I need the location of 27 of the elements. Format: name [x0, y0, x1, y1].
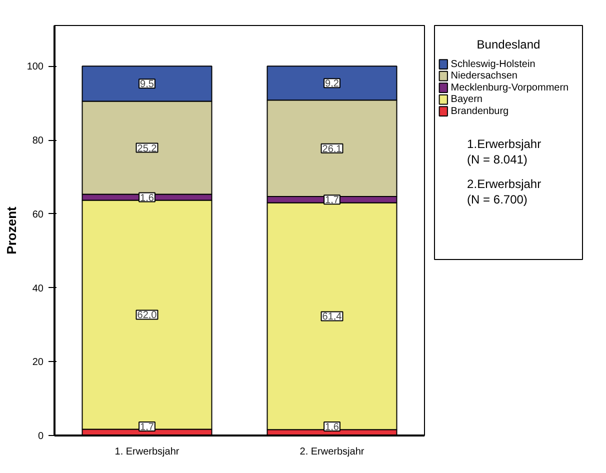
text: 2.Erwerbsjahr (N = 6.700) — [467, 177, 542, 206]
legend-title: Bundesland — [476, 37, 540, 52]
legend-label: Brandenburg — [450, 106, 509, 117]
y-tick-label: 80 — [32, 136, 44, 147]
data-label: 9,2 — [325, 78, 340, 90]
legend-label: Mecklenburg-Vorpommern — [450, 82, 569, 94]
y-tick-label: 20 — [32, 357, 44, 368]
text: 1.Erwerbsjahr (N = 8.041) — [467, 137, 542, 167]
data-label: 1,7 — [325, 195, 340, 206]
data-label: 1,7 — [140, 422, 154, 433]
legend-label: Niedersachsen — [450, 70, 518, 82]
y-axis-title: Prozent — [4, 206, 19, 254]
data-label: 26,1 — [322, 144, 342, 155]
y-tick-label: 100 — [26, 62, 44, 73]
y-tick-label: 40 — [32, 283, 44, 294]
data-label: 1,6 — [140, 192, 154, 204]
legend-label: Bayern — [450, 94, 482, 106]
data-label: 25,2 — [137, 143, 158, 154]
y-tick-label: 0 — [38, 431, 44, 442]
x-tick-label: 1. Erwerbsjahr — [114, 446, 180, 458]
data-label: 61,4 — [322, 312, 342, 323]
legend-label: Schleswig-Holstein — [450, 58, 536, 70]
data-label: 9,5 — [140, 79, 154, 90]
data-label: 62,0 — [137, 310, 158, 322]
data-label: 1,6 — [325, 422, 340, 433]
y-tick-label: 60 — [32, 209, 44, 220]
x-tick-label: 2. Erwerbsjahr — [300, 446, 365, 458]
